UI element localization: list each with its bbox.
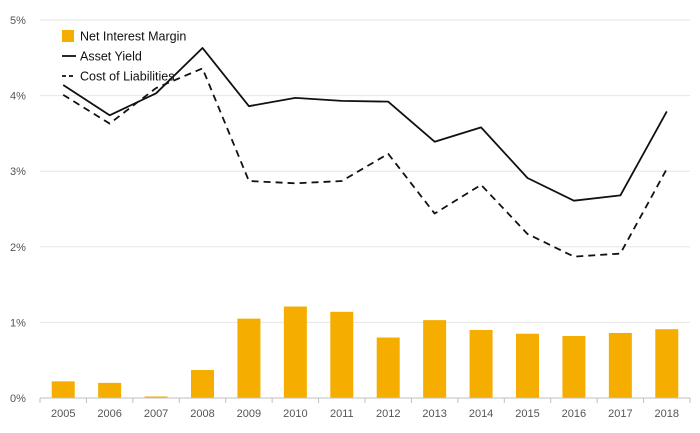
bar-series-net-interest-margin xyxy=(51,306,679,398)
x-tick-label: 2011 xyxy=(330,408,354,420)
x-tick-label: 2016 xyxy=(562,408,586,420)
bar-net-interest-margin xyxy=(283,306,307,398)
x-tick-label: 2017 xyxy=(608,408,632,420)
y-tick-label: 3% xyxy=(10,166,26,178)
x-tick-label: 2015 xyxy=(515,408,539,420)
line-asset-yield xyxy=(62,47,668,202)
legend-swatch-net-interest-margin xyxy=(62,30,74,42)
legend: Net Interest Margin Asset Yield Cost of Li… xyxy=(62,30,186,84)
x-tick-label: 2005 xyxy=(51,408,75,420)
line-series xyxy=(62,47,668,258)
x-tick-label: 2014 xyxy=(469,408,493,420)
x-tick-label: 2018 xyxy=(655,408,679,420)
bar-net-interest-margin xyxy=(98,382,122,398)
bar-net-interest-margin xyxy=(330,311,354,398)
y-tick-label: 0% xyxy=(10,393,26,405)
gridlines xyxy=(40,19,690,323)
bar-net-interest-margin xyxy=(423,320,447,398)
y-tick-label: 4% xyxy=(10,91,26,103)
y-tick-label: 1% xyxy=(10,317,26,329)
x-tick-label: 2013 xyxy=(422,408,446,420)
bar-net-interest-margin xyxy=(516,333,539,398)
bar-net-interest-margin xyxy=(562,336,586,398)
legend-label: Cost of Liabilities xyxy=(80,70,175,84)
bar-net-interest-margin xyxy=(376,337,400,398)
line-cost-of-liabilities xyxy=(62,67,668,258)
bar-net-interest-margin xyxy=(655,329,679,398)
x-tick-label: 2006 xyxy=(97,408,121,420)
bar-net-interest-margin xyxy=(469,329,493,398)
bar-net-interest-margin xyxy=(608,332,632,398)
axes: 0% 1% 2% 3% 4% 5% 2005 2006 2007 2008 2009 2010 2011… xyxy=(10,15,691,420)
x-tick-label: 2010 xyxy=(283,408,307,420)
bar-net-interest-margin xyxy=(51,381,75,398)
x-tick-label: 2008 xyxy=(190,408,214,420)
bar-net-interest-margin xyxy=(191,370,214,398)
x-tick-label: 2009 xyxy=(237,408,261,420)
legend-label: Asset Yield xyxy=(80,50,142,64)
bar-net-interest-margin xyxy=(237,318,261,398)
x-tick-label: 2012 xyxy=(376,408,400,420)
y-tick-label: 2% xyxy=(10,242,26,254)
legend-label: Net Interest Margin xyxy=(80,30,186,44)
x-tick-label: 2007 xyxy=(144,408,168,420)
bar-net-interest-margin xyxy=(144,396,168,398)
y-tick-label: 5% xyxy=(10,15,26,27)
